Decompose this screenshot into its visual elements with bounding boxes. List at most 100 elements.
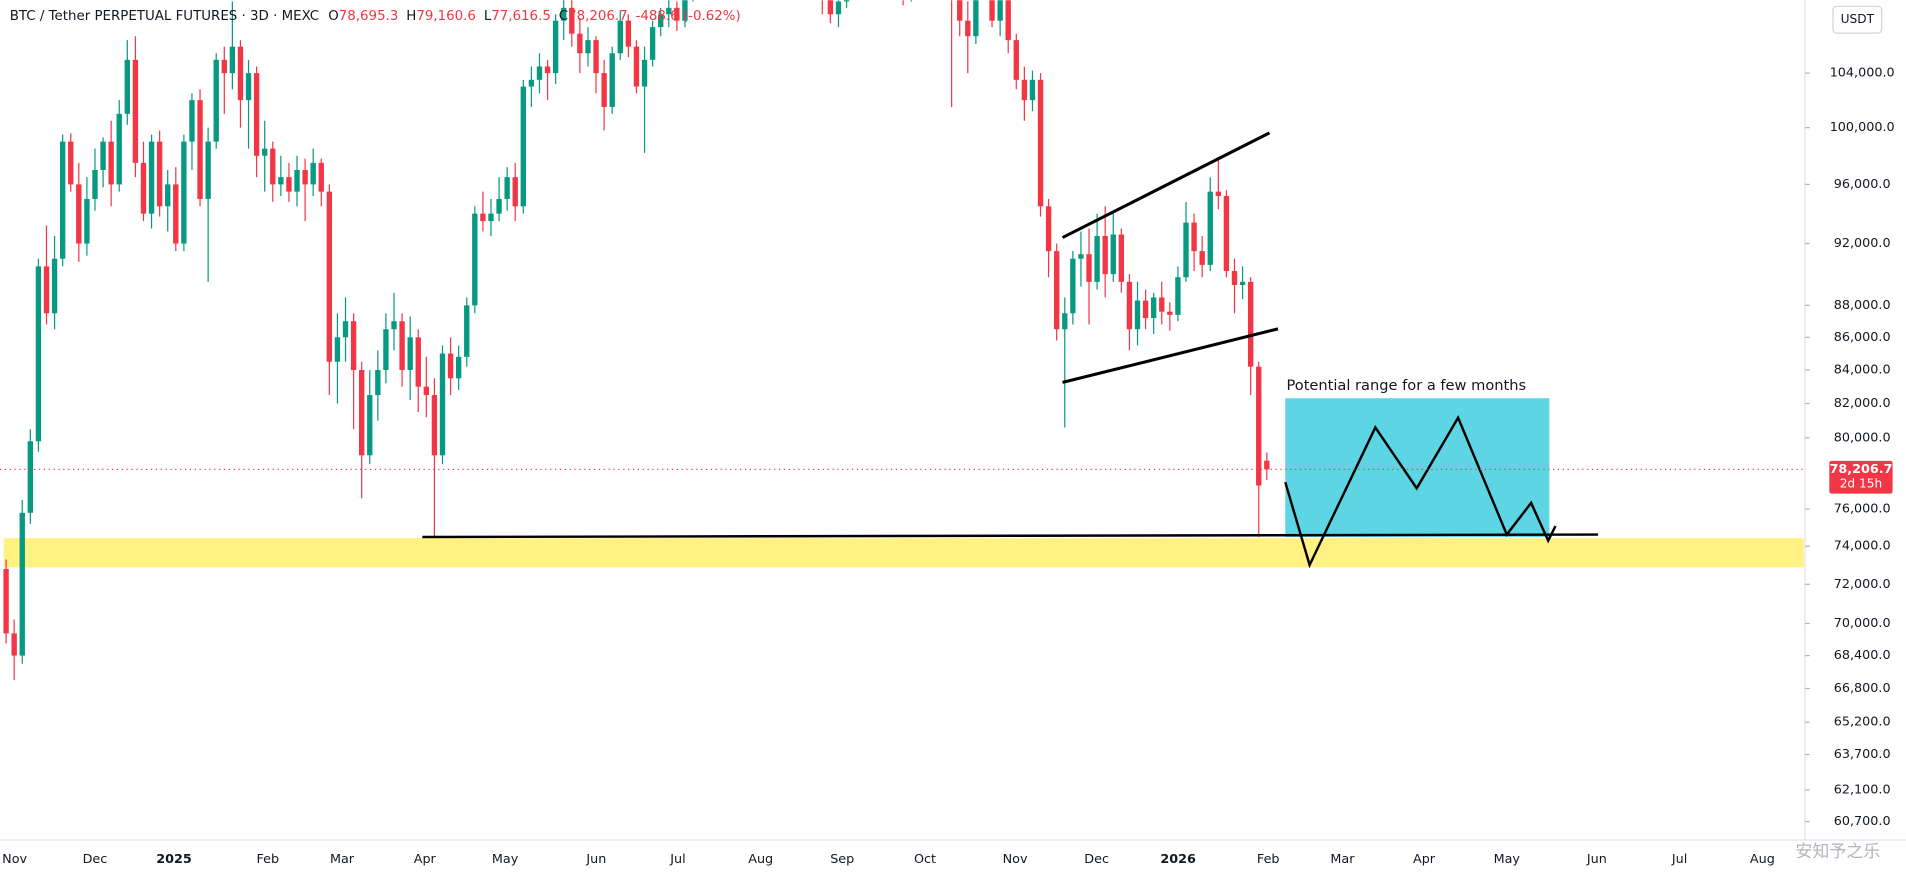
x-tick-label: Oct xyxy=(914,852,936,867)
candle-body xyxy=(1142,300,1149,319)
candle-body xyxy=(625,20,632,47)
candle-body xyxy=(496,198,502,214)
candle-body xyxy=(1215,191,1222,197)
y-tick-label: 104,000.0 xyxy=(1830,66,1895,81)
candle-body xyxy=(1199,251,1205,265)
candle-body xyxy=(666,7,672,15)
candle-body xyxy=(27,441,34,513)
candle-body xyxy=(1110,234,1116,275)
candle-body xyxy=(302,169,308,185)
candle-body xyxy=(326,191,333,362)
currency-box[interactable] xyxy=(1832,5,1883,34)
ohlc-label: H xyxy=(406,9,416,24)
candle-body xyxy=(1045,206,1052,252)
candle-body xyxy=(423,386,430,396)
candle-body xyxy=(528,79,535,87)
candle-body xyxy=(552,20,559,74)
support-line xyxy=(422,533,1599,539)
x-tick-label: 2025 xyxy=(156,852,192,867)
candle-body xyxy=(375,370,381,396)
candle-body xyxy=(464,305,470,357)
x-tick-label: May xyxy=(1494,852,1521,867)
candle-body xyxy=(1021,79,1028,101)
x-tick-label: Dec xyxy=(83,852,108,867)
y-tick-label: 70,000.0 xyxy=(1834,616,1891,631)
candle-body xyxy=(658,14,664,28)
candle-body xyxy=(84,198,90,244)
y-tick-label: 92,000.0 xyxy=(1834,236,1891,251)
candle-body xyxy=(1118,234,1125,282)
candle-body xyxy=(827,0,834,15)
candle-body xyxy=(480,213,486,222)
candle-body xyxy=(674,7,680,21)
candle-body xyxy=(383,329,389,371)
ohlc-label: O xyxy=(328,9,339,24)
candle-body xyxy=(221,59,227,74)
y-tick-label: 68,400.0 xyxy=(1834,648,1891,663)
x-tick-label: Feb xyxy=(1257,852,1280,867)
y-tick-label: 66,800.0 xyxy=(1834,681,1891,696)
candle-body xyxy=(1013,40,1019,80)
candle-body xyxy=(609,53,615,107)
countdown: 2d 15h xyxy=(1840,476,1883,490)
x-tick-label: Apr xyxy=(1413,852,1436,867)
change: -488.6 (-0.62%) xyxy=(636,9,741,24)
candle-body xyxy=(569,7,575,34)
candle-body xyxy=(35,266,42,442)
candle-body xyxy=(1167,311,1173,315)
candle-body xyxy=(124,59,130,114)
candle-body xyxy=(19,512,25,656)
candle-body xyxy=(1134,300,1141,330)
ohlc-value: 78,206.7 xyxy=(568,9,628,24)
candle-body xyxy=(488,213,494,222)
ohlc-label: L xyxy=(484,9,492,24)
candle-body xyxy=(1086,254,1092,282)
candle-body xyxy=(197,100,203,199)
wedge-upper xyxy=(1061,131,1271,239)
y-tick-label: 96,000.0 xyxy=(1834,177,1891,192)
candle-body xyxy=(544,66,551,74)
candle-body xyxy=(649,27,656,60)
candle-body xyxy=(262,148,268,156)
candle-body xyxy=(504,177,510,199)
y-tick-label: 72,000.0 xyxy=(1834,577,1891,592)
x-tick-label: Nov xyxy=(2,852,27,867)
candle-body xyxy=(213,59,219,142)
symbol: BTC / Tether PERPETUAL FUTURES · 3D · ME… xyxy=(10,9,319,24)
candle-body xyxy=(100,141,106,170)
candle-body xyxy=(407,337,413,371)
candle-body xyxy=(310,162,316,185)
last-price-label: 78,206.7 xyxy=(1829,462,1892,477)
x-tick-label: Jun xyxy=(1586,852,1607,867)
candle-body xyxy=(342,321,349,338)
y-tick-label: 65,200.0 xyxy=(1834,715,1891,730)
x-tick-label: Dec xyxy=(1084,852,1109,867)
candle-body xyxy=(439,353,446,456)
candle-body xyxy=(1223,196,1230,272)
x-tick-label: Jul xyxy=(669,852,685,867)
y-tick-label: 82,000.0 xyxy=(1834,396,1891,411)
candle-body xyxy=(165,184,171,207)
candle-body xyxy=(633,46,640,87)
candle-body xyxy=(270,148,276,185)
candle-body xyxy=(593,40,599,74)
wedge-lower xyxy=(1062,327,1279,384)
y-tick-label: 86,000.0 xyxy=(1834,330,1891,345)
x-tick-label: Sep xyxy=(830,852,854,867)
candle-body xyxy=(237,46,244,101)
ohlc-label: C xyxy=(559,9,568,24)
projected-path xyxy=(1284,414,1557,569)
candle-body xyxy=(415,337,421,387)
candle-body xyxy=(1037,79,1044,207)
x-tick-label: Mar xyxy=(1330,852,1355,867)
candle-body xyxy=(229,46,236,74)
y-tick-label: 62,100.0 xyxy=(1834,782,1891,797)
candles xyxy=(3,0,1270,681)
candle-body xyxy=(1231,271,1238,285)
candle-body xyxy=(245,73,252,101)
candle-body xyxy=(253,73,260,156)
candle-body xyxy=(367,395,373,456)
candle-body xyxy=(989,0,995,21)
candle-body xyxy=(431,395,438,456)
